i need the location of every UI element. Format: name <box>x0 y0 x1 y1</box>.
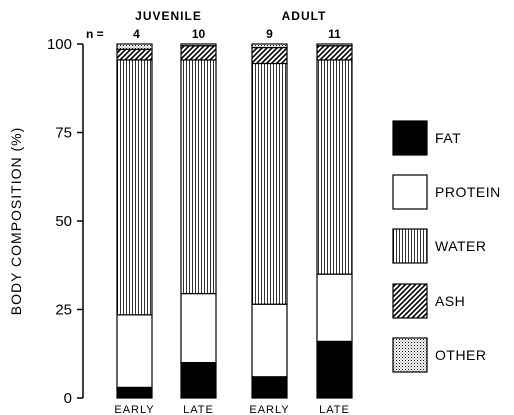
bar-segment-protein <box>251 303 288 378</box>
bar-segment-ash <box>116 48 153 61</box>
legend-label-ash: ASH <box>435 293 465 309</box>
y-tick-label: 50 <box>55 213 72 230</box>
n-prefix-label: n = <box>86 27 104 41</box>
n-value-label: 10 <box>192 27 206 41</box>
group-labels: JUVENILE ADULT n = 4 10 9 11 <box>86 9 341 41</box>
y-tick-label: 0 <box>64 390 72 407</box>
bar-segment-fat <box>116 386 153 399</box>
x-category-label: EARLY <box>249 404 289 415</box>
legend-swatch-fat <box>392 120 428 156</box>
plot-axes: 0 25 50 75 100 BODY COMPOSITION (%) <box>8 36 84 407</box>
bar-segment-ash <box>316 45 353 61</box>
legend-swatch-ash <box>392 283 428 319</box>
bar-stack <box>116 43 153 399</box>
bar-segment-water <box>180 59 217 295</box>
legend-label-protein: PROTEIN <box>435 184 501 200</box>
bar-segment-other <box>316 43 353 47</box>
x-category-label: LATE <box>319 404 350 415</box>
y-axis-label: BODY COMPOSITION (%) <box>8 127 24 316</box>
bar-segment-fat <box>180 362 217 399</box>
bar-segment-other <box>116 43 153 50</box>
x-category-label: LATE <box>183 404 214 415</box>
bar-segment-ash <box>251 46 288 65</box>
bar-segment-protein <box>116 314 153 388</box>
bar-segment-water <box>316 59 353 275</box>
legend-swatch-water <box>392 228 428 264</box>
legend-swatch-protein <box>392 174 428 210</box>
bar-segment-fat <box>316 340 353 399</box>
x-category-label: EARLY <box>114 404 154 415</box>
bar-segment-other <box>180 43 217 47</box>
y-tick-label: 100 <box>47 36 72 53</box>
legend-label-other: OTHER <box>435 347 487 363</box>
n-value-label: 4 <box>133 27 140 41</box>
legend-label-fat: FAT <box>435 130 461 146</box>
n-value-label: 9 <box>266 27 273 41</box>
bar-stack <box>316 43 353 399</box>
legend-label-water: WATER <box>435 238 487 254</box>
bar-segment-fat <box>251 376 288 399</box>
bar-segment-water <box>251 62 288 305</box>
legend: OTHER ASH WATER PROTEIN FAT <box>392 120 501 373</box>
bar-segment-water <box>116 59 153 316</box>
bar-segment-other <box>251 43 288 49</box>
y-tick-label: 25 <box>55 302 72 319</box>
bar-segment-protein <box>180 292 217 364</box>
group-label: JUVENILE <box>135 9 202 23</box>
y-tick-label: 75 <box>55 125 72 142</box>
bar-segment-protein <box>316 273 353 342</box>
bar-segment-ash <box>180 45 217 61</box>
bar-stack <box>180 43 217 399</box>
stacked-bars: EARLY LATE EARLY LATE <box>114 43 353 415</box>
legend-swatch-other <box>392 337 428 373</box>
bar-stack <box>251 43 288 399</box>
n-value-label: 11 <box>328 27 341 41</box>
group-label: ADULT <box>282 9 327 23</box>
